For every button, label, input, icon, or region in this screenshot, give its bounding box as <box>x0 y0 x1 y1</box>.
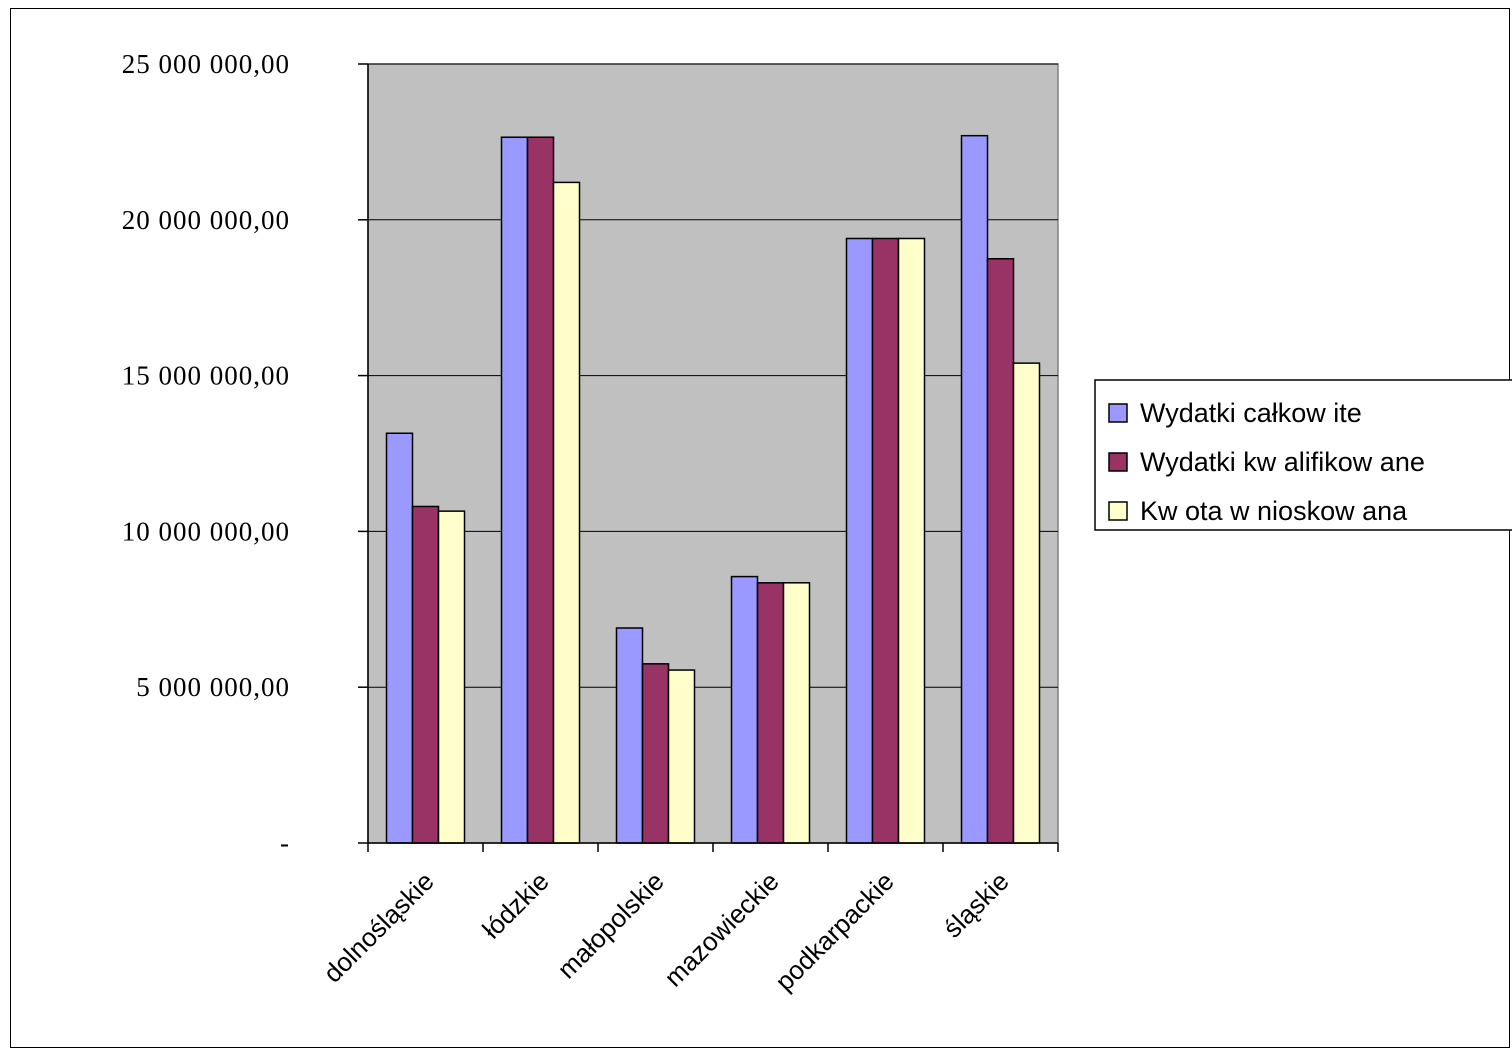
bar <box>411 505 440 844</box>
bar <box>667 669 696 844</box>
x-tick-label: podkarpackie <box>769 866 900 997</box>
bar <box>526 136 555 844</box>
x-tick-label: dolnośląskie <box>317 866 439 988</box>
y-tick-label: 20 000 000,00 <box>122 205 290 235</box>
y-tick-label: 25 000 000,00 <box>122 49 290 79</box>
x-tick-label: łódzkie <box>476 866 554 944</box>
legend-box <box>1094 379 1512 531</box>
y-tick-label: 10 000 000,00 <box>122 516 290 546</box>
legend-label: Wydatki całkow ite <box>1140 398 1362 428</box>
x-tick-label: małopolskie <box>551 866 669 984</box>
bar <box>986 258 1015 844</box>
legend-label: Kw ota w nioskow ana <box>1140 496 1408 526</box>
y-tick-label: 5 000 000,00 <box>136 672 290 702</box>
bar <box>385 432 414 844</box>
bar <box>845 237 874 844</box>
bar <box>730 575 759 844</box>
bar <box>960 134 989 844</box>
x-tick-label: mazowieckie <box>658 866 784 992</box>
bar <box>897 237 926 844</box>
bar <box>1012 362 1041 844</box>
y-tick-label: 15 000 000,00 <box>122 361 290 391</box>
bar <box>437 510 466 844</box>
bar <box>641 663 670 844</box>
bars <box>385 134 1041 844</box>
legend-swatch <box>1108 403 1128 423</box>
legend-label: Wydatki kw alifikow ane <box>1140 447 1425 477</box>
gridlines <box>368 63 1058 688</box>
bar <box>756 582 785 844</box>
legend-swatch <box>1108 501 1128 521</box>
x-tick-label: śląskie <box>937 866 1014 943</box>
legend: Wydatki całkow ite Wydatki kw alifikow an… <box>1094 379 1512 531</box>
y-tick-label: - <box>280 828 290 858</box>
bar <box>871 237 900 844</box>
bar <box>782 582 811 844</box>
legend-swatch <box>1108 452 1128 472</box>
bar <box>552 181 581 844</box>
bar <box>500 136 529 844</box>
plot-area <box>367 63 1059 844</box>
bar <box>615 627 644 844</box>
